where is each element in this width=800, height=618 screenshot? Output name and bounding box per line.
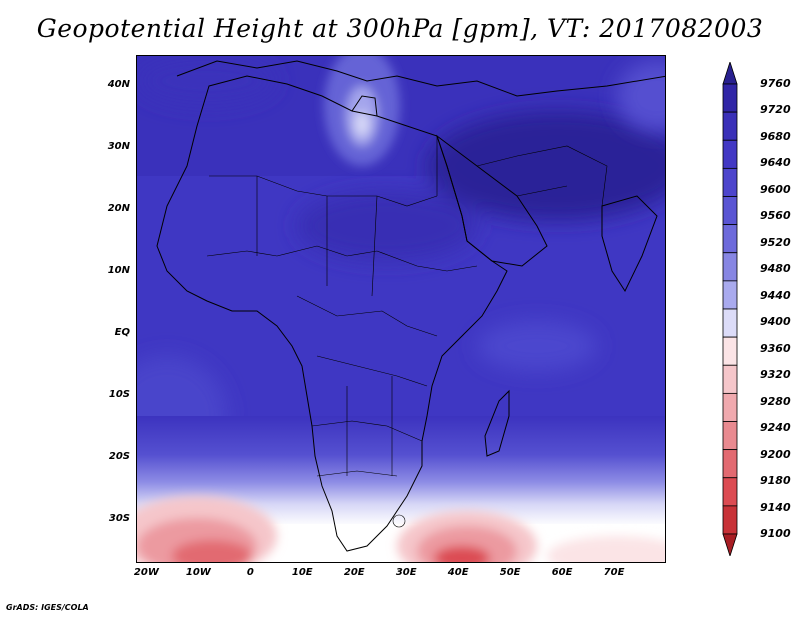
lon-tick-label: 50E <box>499 567 521 578</box>
trough-mediterranean <box>324 56 400 166</box>
colorbar-swatch <box>722 449 738 479</box>
colorbar-label: 9140 <box>760 500 791 514</box>
colorbar-label: 9320 <box>760 368 791 382</box>
lat-tick-label: 20S <box>108 450 130 462</box>
low-height-cells <box>137 496 665 562</box>
colorbar-swatch <box>722 421 738 451</box>
colorbar-swatch <box>722 392 738 422</box>
colorbar-label: 9440 <box>760 288 791 302</box>
lat-tick-label: 10S <box>108 388 130 400</box>
lon-tick-label: 0 <box>246 567 254 578</box>
lon-tick-label: 70E <box>603 567 625 578</box>
lat-tick-label: EQ <box>114 326 130 338</box>
colorbar-label: 9600 <box>760 182 791 196</box>
lon-tick-label: 10E <box>291 567 313 578</box>
colorbar-label: 9280 <box>760 394 791 408</box>
colorbar-label: 9240 <box>760 421 791 435</box>
colorbar-swatch <box>722 111 738 141</box>
colorbar-top-triangle <box>722 62 738 85</box>
colorbar-label: 9100 <box>760 527 791 540</box>
geopotential-map <box>137 56 665 562</box>
lat-tick-label: 10N <box>107 264 130 276</box>
colorbar-swatch <box>722 364 738 394</box>
lon-tick-label: 20W <box>133 567 159 578</box>
lat-tick-label: 30S <box>108 512 130 524</box>
colorbar-swatch <box>722 224 738 254</box>
colorbar-label: 9200 <box>760 447 791 461</box>
colorbar-swatch <box>722 139 738 169</box>
credit-text: GrADS: IGES/COLA <box>6 603 89 612</box>
country-borders <box>206 136 608 528</box>
lon-tick-label: 60E <box>551 567 573 578</box>
colorbar-label: 9680 <box>760 129 791 143</box>
colorbar-swatch <box>722 336 738 366</box>
colorbar-label: 9360 <box>760 341 791 355</box>
colorbar-label: 9640 <box>760 156 791 170</box>
colorbar-label: 9400 <box>760 315 791 329</box>
colorbar-swatch <box>722 167 738 197</box>
colorbar-label: 9180 <box>760 474 791 488</box>
coastlines <box>156 60 665 552</box>
lon-tick-label: 30E <box>395 567 417 578</box>
colorbar-label: 9760 <box>760 77 791 90</box>
colorbar-label: 9560 <box>760 209 791 223</box>
colorbar-label: 9480 <box>760 262 791 276</box>
lat-tick-label: 30N <box>107 140 130 152</box>
colorbar-label: 9720 <box>760 103 791 117</box>
colorbar <box>722 62 738 556</box>
lon-tick-label: 40E <box>447 567 469 578</box>
colorbar-bottom-triangle <box>722 533 738 556</box>
colorbar-label: 9520 <box>760 235 791 249</box>
colorbar-swatch <box>722 505 738 535</box>
colorbar-swatch <box>722 477 738 507</box>
lon-tick-label: 10W <box>185 567 211 578</box>
lat-tick-label: 20N <box>107 202 130 214</box>
colorbar-swatch <box>722 196 738 226</box>
colorbar-swatch <box>722 280 738 310</box>
colorbar-swatch <box>722 83 738 113</box>
height-field-max-region <box>137 56 665 261</box>
lat-tick-label: 40N <box>107 78 130 90</box>
colorbar-swatch <box>722 252 738 282</box>
map-title: Geopotential Height at 300hPa [gpm], VT:… <box>36 14 764 43</box>
lon-tick-label: 20E <box>343 567 365 578</box>
map-panel <box>136 55 666 563</box>
colorbar-swatch <box>722 308 738 338</box>
